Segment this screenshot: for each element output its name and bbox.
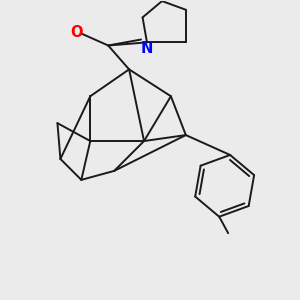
Text: O: O [70, 25, 83, 40]
Text: N: N [141, 41, 153, 56]
